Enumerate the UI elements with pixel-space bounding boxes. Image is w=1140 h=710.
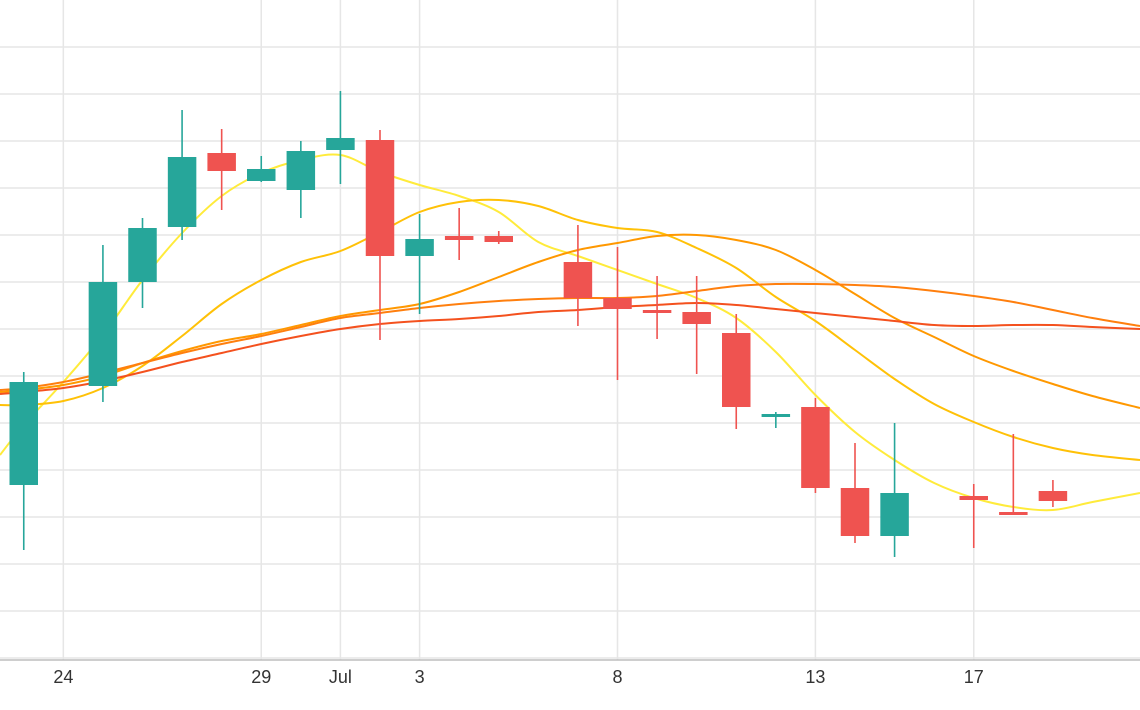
bullish-candle <box>88 245 118 402</box>
bullish-candle <box>247 156 276 182</box>
bearish-candle <box>603 247 632 380</box>
candle-body <box>959 496 988 500</box>
bearish-candle <box>722 314 751 429</box>
moving-average-line <box>0 282 1140 391</box>
bullish-candle <box>9 372 38 550</box>
bearish-candle <box>959 484 988 548</box>
bearish-candle <box>801 398 830 493</box>
x-tick-label: 29 <box>251 667 271 687</box>
candle-body <box>880 493 909 536</box>
candle-body <box>1038 491 1068 501</box>
bearish-candle <box>682 276 711 374</box>
x-tick-label: 8 <box>612 667 622 687</box>
candle-body <box>603 298 632 309</box>
candles <box>9 91 1068 557</box>
candle-body <box>207 153 236 171</box>
bearish-candle <box>1038 480 1068 507</box>
bearish-candle <box>207 129 236 210</box>
x-axis-tick-labels: 24 29 Jul 3 8 13 17 <box>53 667 983 687</box>
bearish-candle <box>840 443 870 543</box>
candle-body <box>840 488 870 536</box>
moving-average-lines <box>0 153 1140 512</box>
candle-body <box>247 169 276 181</box>
candle-body <box>128 228 157 282</box>
moving-average-line <box>0 233 1140 409</box>
candle-body <box>444 236 474 240</box>
bullish-candle <box>286 141 316 218</box>
bullish-candle <box>128 218 157 308</box>
bullish-candle <box>880 423 909 557</box>
candle-body <box>88 282 118 386</box>
bullish-candle <box>405 214 434 314</box>
bullish-candle <box>761 412 791 428</box>
bearish-candle <box>563 225 593 326</box>
moving-average-line <box>0 198 1140 461</box>
candle-body <box>642 310 672 313</box>
candle-body <box>326 138 355 150</box>
x-tick-label: Jul <box>329 667 352 687</box>
candle-body <box>682 312 711 324</box>
bearish-candle <box>999 434 1028 515</box>
x-tick-label: 17 <box>964 667 984 687</box>
candle-body <box>801 407 830 488</box>
candle-body <box>286 151 316 190</box>
bullish-candle <box>167 110 197 240</box>
candle-body <box>9 382 38 485</box>
candle-body <box>722 333 751 407</box>
candle-body <box>563 262 593 298</box>
bearish-candle <box>642 276 672 339</box>
candle-body <box>365 140 395 256</box>
candle-body <box>761 414 791 417</box>
grid-lines <box>0 0 1140 661</box>
bullish-candle <box>326 91 355 184</box>
x-tick-label: 13 <box>805 667 825 687</box>
x-tick-label: 3 <box>415 667 425 687</box>
bearish-candle <box>444 208 474 260</box>
candle-body <box>167 157 197 227</box>
x-tick-label: 24 <box>53 667 73 687</box>
candle-body <box>484 236 513 242</box>
moving-average-line <box>0 153 1140 512</box>
candle-body <box>405 239 434 256</box>
bearish-candle <box>484 231 513 244</box>
moving-average-line <box>0 301 1140 395</box>
bearish-candle <box>365 130 395 340</box>
candle-body <box>999 512 1028 515</box>
